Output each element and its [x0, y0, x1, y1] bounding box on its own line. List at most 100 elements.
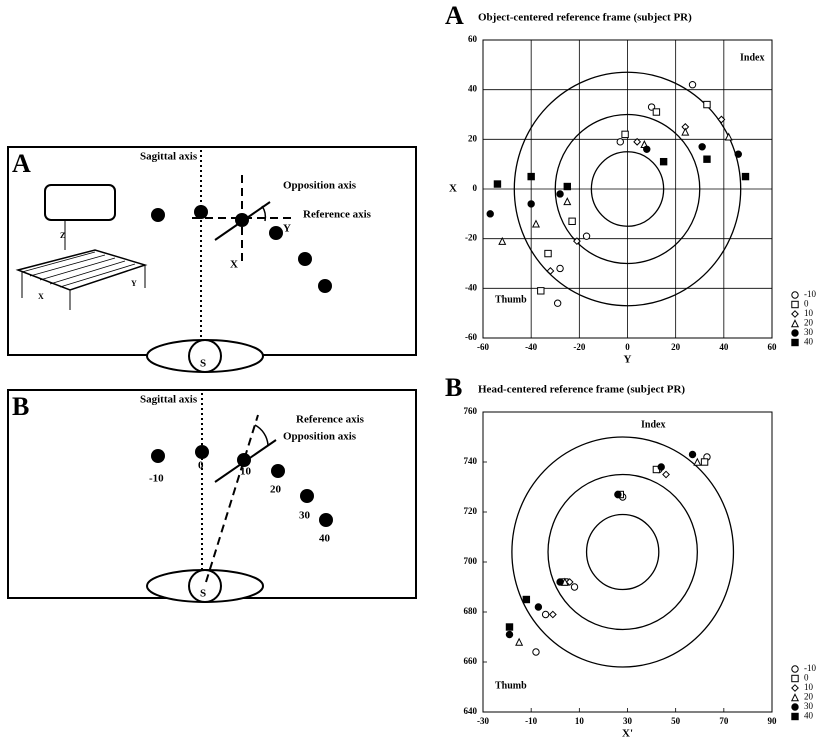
panel-label: A	[445, 1, 464, 30]
y-axis-label: X	[449, 183, 457, 195]
y-tick-label: 0	[473, 183, 478, 193]
x-tick-label: -40	[525, 342, 537, 352]
point	[516, 639, 522, 645]
point	[682, 129, 688, 135]
axis-label: X	[230, 259, 238, 271]
point	[704, 101, 710, 107]
point	[792, 292, 798, 298]
x-tick-label: -20	[573, 342, 585, 352]
position-label: 10	[240, 466, 252, 478]
axis-label: Y	[283, 223, 291, 235]
x-tick-label: 50	[671, 716, 681, 726]
point	[533, 649, 539, 655]
position-label: 20	[270, 484, 282, 496]
x-tick-label: -30	[477, 716, 489, 726]
y-tick-label: 20	[468, 133, 478, 143]
legend-label: -10	[804, 289, 816, 299]
axis-label: Reference axis	[303, 209, 372, 221]
legend-label: -10	[804, 663, 816, 673]
point	[487, 211, 493, 217]
point	[792, 675, 798, 681]
point	[545, 250, 551, 256]
annotation: Index	[740, 52, 764, 63]
point	[725, 134, 731, 140]
point	[494, 181, 500, 187]
annotation: Index	[641, 419, 665, 430]
point	[617, 139, 623, 145]
panel-label: A	[12, 149, 31, 178]
legend-label: 0	[804, 299, 809, 309]
point	[542, 611, 548, 617]
x-tick-label: 30	[623, 716, 633, 726]
chart-title: Head-centered reference frame (subject P…	[478, 384, 685, 396]
point	[569, 218, 575, 224]
legend-label: 20	[804, 318, 814, 328]
panel-label: B	[445, 373, 462, 402]
axis-label: Sagittal axis	[140, 151, 198, 163]
y-tick-label: -40	[465, 282, 477, 292]
x-tick-label: -10	[525, 716, 537, 726]
point	[792, 666, 798, 672]
position-label: 0	[198, 460, 204, 472]
point	[663, 471, 669, 477]
y-tick-label: -60	[465, 332, 477, 342]
point	[792, 339, 798, 345]
x-tick-label: 10	[575, 716, 585, 726]
x-tick-label: 60	[768, 342, 778, 352]
legend-label: 10	[804, 682, 814, 692]
point	[528, 201, 534, 207]
annotation: Thumb	[495, 294, 527, 305]
point	[653, 109, 659, 115]
y-tick-label: 680	[464, 606, 478, 616]
y-tick-label: 720	[464, 506, 478, 516]
y-tick-label: -20	[465, 233, 477, 243]
point	[689, 82, 695, 88]
point	[554, 300, 560, 306]
point	[792, 311, 798, 317]
point	[792, 704, 798, 710]
point	[694, 459, 700, 465]
axis-label: X	[38, 292, 44, 301]
annotation: Thumb	[495, 680, 527, 691]
point	[506, 631, 512, 637]
point	[557, 191, 563, 197]
point	[557, 265, 563, 271]
panel-label: B	[12, 392, 29, 421]
point	[699, 144, 705, 150]
point	[615, 491, 621, 497]
point	[658, 464, 664, 470]
axis-label: Y	[131, 279, 137, 288]
legend-label: 30	[804, 701, 814, 711]
point	[689, 451, 695, 457]
figure: A Sagittal axis Opposition axis Referenc…	[0, 0, 827, 742]
ring	[587, 515, 659, 590]
point	[523, 596, 529, 602]
axis-label: Opposition axis	[283, 180, 357, 192]
axis-label: Z	[60, 231, 65, 240]
y-tick-label: 740	[464, 456, 478, 466]
legend-label: 40	[804, 337, 814, 347]
point	[535, 604, 541, 610]
point	[644, 146, 650, 152]
chart-title: Object-centered reference frame (subject…	[478, 12, 692, 24]
axis-label: Reference axis	[296, 414, 365, 426]
point	[792, 301, 798, 307]
y-tick-label: 60	[468, 34, 478, 44]
subject-label: S	[200, 588, 206, 600]
point	[550, 611, 556, 617]
x-axis-label: X'	[622, 728, 633, 740]
position-label: -10	[149, 473, 164, 485]
y-tick-label: 640	[464, 706, 478, 716]
x-axis-label: Y	[624, 354, 632, 366]
point	[792, 713, 798, 719]
point	[564, 183, 570, 189]
x-tick-label: 40	[719, 342, 729, 352]
subject-label: S	[200, 358, 206, 370]
legend-label: 0	[804, 673, 809, 683]
point	[571, 584, 577, 590]
point	[506, 624, 512, 630]
legend-label: 30	[804, 327, 814, 337]
ring	[512, 437, 734, 667]
point	[533, 221, 539, 227]
axis-label: Opposition axis	[283, 431, 357, 443]
